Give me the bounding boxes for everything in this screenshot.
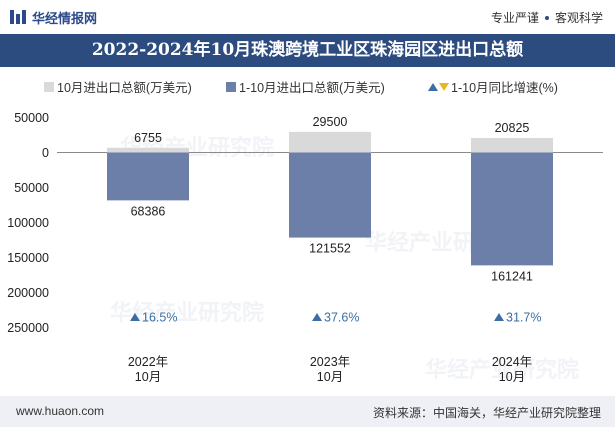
data-label-yoy: 37.6% <box>324 311 359 325</box>
x-tick-label: 2022年 <box>128 355 168 369</box>
up-triangle-icon <box>312 313 322 321</box>
data-label-monthly: 29500 <box>313 115 348 129</box>
legend-item-cumulative: 1-10月进出口总额(万美元) <box>226 77 385 96</box>
y-tick-label: 150000 <box>7 251 49 265</box>
chart-area: 50000 0 50000 100000 150000 200000 250000 6755 6… <box>7 111 603 384</box>
bar-monthly <box>471 137 553 153</box>
legend-label-yoy: 1-10月同比增速(%) <box>451 81 558 95</box>
legend-item-yoy: 1-10月同比增速(%) <box>428 77 558 96</box>
up-triangle-icon <box>494 313 504 321</box>
footer: www.huaon.com 资料来源：中国海关，华经产业研究院整理 <box>0 396 615 427</box>
y-tick-label: 50000 <box>14 181 49 195</box>
data-label-yoy: 31.7% <box>506 311 541 325</box>
dot-icon <box>544 16 549 20</box>
y-tick-label: 250000 <box>7 321 49 335</box>
data-label-cumulative: 68386 <box>131 204 166 218</box>
data-label-monthly: 6755 <box>134 131 162 145</box>
bar-monthly <box>289 131 371 153</box>
y-tick-label: 0 <box>42 146 49 160</box>
y-tick-label: 100000 <box>7 216 49 230</box>
y-tick-label: 200000 <box>7 286 49 300</box>
slogan-left: 专业严谨 <box>490 11 539 25</box>
down-triangle-icon <box>439 82 449 91</box>
x-tick-label: 2023年 <box>310 355 350 369</box>
brand-name: 华经情报网 <box>32 10 98 26</box>
source-note: 资料来源：中国海关，华经产业研究院整理 <box>372 406 601 420</box>
bar-cumulative <box>471 152 553 266</box>
legend: 10月进出口总额(万美元) 1-10月进出口总额(万美元) 1-10月同比增速(… <box>0 75 615 95</box>
chart-title: 2022-2024年10月珠澳跨境工业区珠海园区进出口总额 <box>0 34 615 67</box>
x-tick-label: 10月 <box>317 370 343 384</box>
data-label-yoy: 16.5% <box>142 311 177 325</box>
data-label-monthly: 20825 <box>495 121 530 135</box>
legend-item-monthly: 10月进出口总额(万美元) <box>44 77 192 96</box>
slogan: 专业严谨 客观科学 <box>491 9 603 26</box>
top-bar: 华经情报网 专业严谨 客观科学 <box>0 0 615 34</box>
website-link[interactable]: www.huaon.com <box>16 404 105 418</box>
slogan-right: 客观科学 <box>554 11 603 25</box>
data-label-cumulative: 161241 <box>491 269 533 283</box>
brand-logo[interactable]: 华经情报网 <box>10 8 97 26</box>
logo-bars-icon <box>10 10 26 24</box>
up-triangle-icon <box>130 313 140 321</box>
legend-label-cumulative: 1-10月进出口总额(万美元) <box>239 81 385 95</box>
data-label-cumulative: 121552 <box>309 242 351 256</box>
bar-cumulative <box>289 152 371 238</box>
y-tick-label: 50000 <box>14 111 49 125</box>
x-tick-label: 10月 <box>499 370 525 384</box>
legend-label-monthly: 10月进出口总额(万美元) <box>57 81 192 95</box>
bar-cumulative <box>107 152 189 201</box>
up-triangle-icon <box>428 82 438 91</box>
legend-swatch-monthly <box>44 81 54 92</box>
bar-monthly <box>107 147 189 153</box>
x-tick-label: 10月 <box>135 370 161 384</box>
x-tick-label: 2024年 <box>492 355 532 369</box>
legend-swatch-cumulative <box>226 81 236 92</box>
